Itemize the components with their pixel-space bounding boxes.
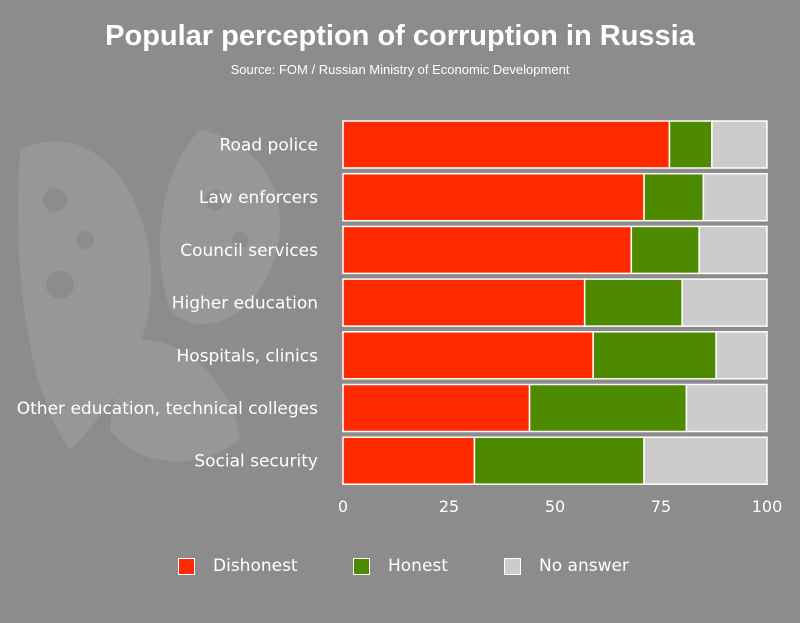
category-label-social-security: Social security xyxy=(194,452,318,472)
legend-item-no-answer: No answer xyxy=(504,556,629,576)
bar-dishonest-hospitals-clinics xyxy=(342,331,594,380)
bar-dishonest-higher-education xyxy=(342,278,586,327)
bar-honest-road-police xyxy=(668,120,713,169)
bar-dishonest-law-enforcers xyxy=(342,172,645,222)
bar-honest-higher-education xyxy=(583,278,683,327)
category-label-hospitals-clinics: Hospitals, clinics xyxy=(176,346,318,366)
category-label-law-enforcers: Law enforcers xyxy=(199,188,318,208)
legend-item-honest: Honest xyxy=(353,556,448,576)
legend-swatch-no-answer xyxy=(504,557,521,575)
category-label-council-services: Council services xyxy=(180,241,318,261)
legend-swatch-dishonest xyxy=(178,557,195,575)
x-tick-label-75: 75 xyxy=(651,497,671,516)
x-tick-label-100: 100 xyxy=(752,497,783,516)
bar-no-answer-higher-education xyxy=(681,278,768,327)
bar-dishonest-other-education-technical-colleges xyxy=(342,383,531,433)
bar-honest-other-education-technical-colleges xyxy=(528,383,688,433)
bar-no-answer-other-education-technical-colleges xyxy=(685,383,768,433)
legend-item-dishonest: Dishonest xyxy=(178,556,298,576)
bar-honest-law-enforcers xyxy=(643,172,705,222)
bar-honest-council-services xyxy=(630,225,700,275)
bar-dishonest-road-police xyxy=(342,120,671,169)
legend-swatch-honest xyxy=(353,557,370,575)
x-tick-label-25: 25 xyxy=(439,497,459,516)
legend-label-no-answer: No answer xyxy=(539,556,629,576)
legend-label-honest: Honest xyxy=(388,556,448,576)
bar-no-answer-social-security xyxy=(643,436,768,485)
chart-subtitle: Source: FOM / Russian Ministry of Econom… xyxy=(230,62,570,77)
stacked-bar-chart: Road police Law enforcers Council services… xyxy=(17,120,783,516)
bar-honest-social-security xyxy=(473,436,645,485)
bar-dishonest-council-services xyxy=(342,225,633,275)
bar-no-answer-council-services xyxy=(698,225,768,275)
x-tick-label-0: 0 xyxy=(338,497,348,516)
bar-dishonest-social-security xyxy=(342,436,476,485)
category-label-higher-education: Higher education xyxy=(172,294,318,314)
category-label-other-education-technical-colleges: Other education, technical colleges xyxy=(17,399,318,419)
category-label-road-police: Road police xyxy=(219,136,318,156)
bar-no-answer-law-enforcers xyxy=(702,172,768,222)
bar-no-answer-road-police xyxy=(711,120,768,169)
x-tick-label-50: 50 xyxy=(545,497,565,516)
bar-no-answer-hospitals-clinics xyxy=(715,331,768,380)
watermark-logo xyxy=(18,130,281,462)
legend-label-dishonest: Dishonest xyxy=(213,556,298,576)
bar-honest-hospitals-clinics xyxy=(592,331,717,380)
chart-title: Popular perception of corruption in Russ… xyxy=(105,20,695,52)
